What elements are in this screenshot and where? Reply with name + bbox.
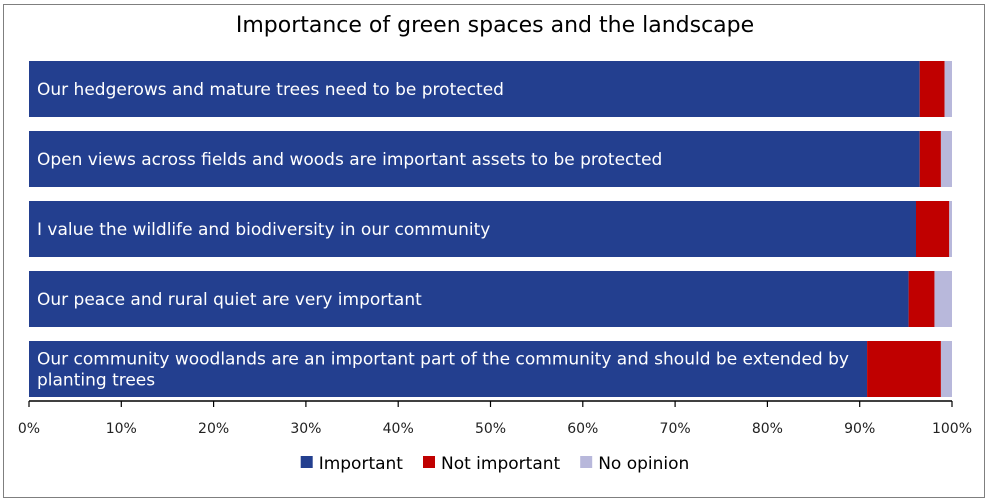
bar-segment-3-not-important: [916, 201, 950, 257]
bar-segment-4-not-important: [908, 271, 935, 327]
x-tick-label-6: 60%: [567, 421, 598, 437]
bar-segment-2-not-important: [919, 131, 941, 187]
category-label-4: Our peace and rural quiet are very impor…: [37, 290, 422, 310]
category-labels: Our hedgerows and mature trees need to b…: [37, 80, 849, 391]
x-tick-label-2: 20%: [198, 421, 229, 437]
x-tick-label-9: 90%: [844, 421, 875, 437]
legend-label-3: No opinion: [598, 454, 689, 474]
legend-label-2: Not important: [441, 454, 561, 474]
category-label-1: Our hedgerows and mature trees need to b…: [37, 80, 504, 100]
legend-item-not-important: Not important: [423, 454, 561, 474]
chart-frame: Importance of green spaces and the lands…: [3, 4, 985, 498]
legend-swatch-2: [423, 456, 435, 468]
x-tick-label-1: 10%: [106, 421, 137, 437]
legend-item-important: Important: [300, 454, 404, 474]
category-label-3: I value the wildlife and biodiversity in…: [37, 220, 490, 240]
bars-layer: [29, 61, 952, 397]
x-tick-label-8: 80%: [752, 421, 783, 437]
x-tick-label-0: 0%: [18, 421, 40, 437]
bar-segment-2-no-opinion: [940, 131, 952, 187]
chart-svg: Importance of green spaces and the lands…: [18, 13, 972, 474]
x-tick-label-7: 70%: [660, 421, 691, 437]
bar-segment-1-no-opinion: [944, 61, 952, 117]
bar-segment-2-important: [29, 131, 920, 187]
bar-segment-3-important: [29, 201, 916, 257]
legend-item-no-opinion: No opinion: [580, 454, 689, 474]
category-label-2: Open views across fields and woods are i…: [37, 150, 662, 170]
legend: Important Not important No opinion: [300, 454, 689, 474]
bar-segment-4-important: [29, 271, 909, 327]
legend-label-1: Important: [319, 454, 404, 474]
x-tick-label-4: 40%: [383, 421, 414, 437]
x-tick-label-3: 30%: [290, 421, 321, 437]
bar-segment-5-no-opinion: [940, 341, 952, 397]
bar-segment-1-not-important: [919, 61, 945, 117]
x-tick-label-5: 50%: [475, 421, 506, 437]
x-tick-label-10: 100%: [932, 421, 972, 437]
bar-segment-4-no-opinion: [934, 271, 952, 327]
bar-segment-3-no-opinion: [949, 201, 952, 257]
chart-title: Importance of green spaces and the lands…: [236, 13, 754, 38]
bar-segment-5-important: [29, 341, 868, 397]
category-label-5: Our community woodlands are an important…: [37, 350, 849, 391]
bar-segment-5-not-important: [867, 341, 941, 397]
legend-swatch-1: [300, 456, 313, 468]
bar-segment-1-important: [29, 61, 920, 117]
legend-swatch-3: [580, 456, 593, 468]
x-axis: 0% 10% 20% 30% 40% 50% 60% 70% 80% 90% 100%: [18, 400, 972, 437]
